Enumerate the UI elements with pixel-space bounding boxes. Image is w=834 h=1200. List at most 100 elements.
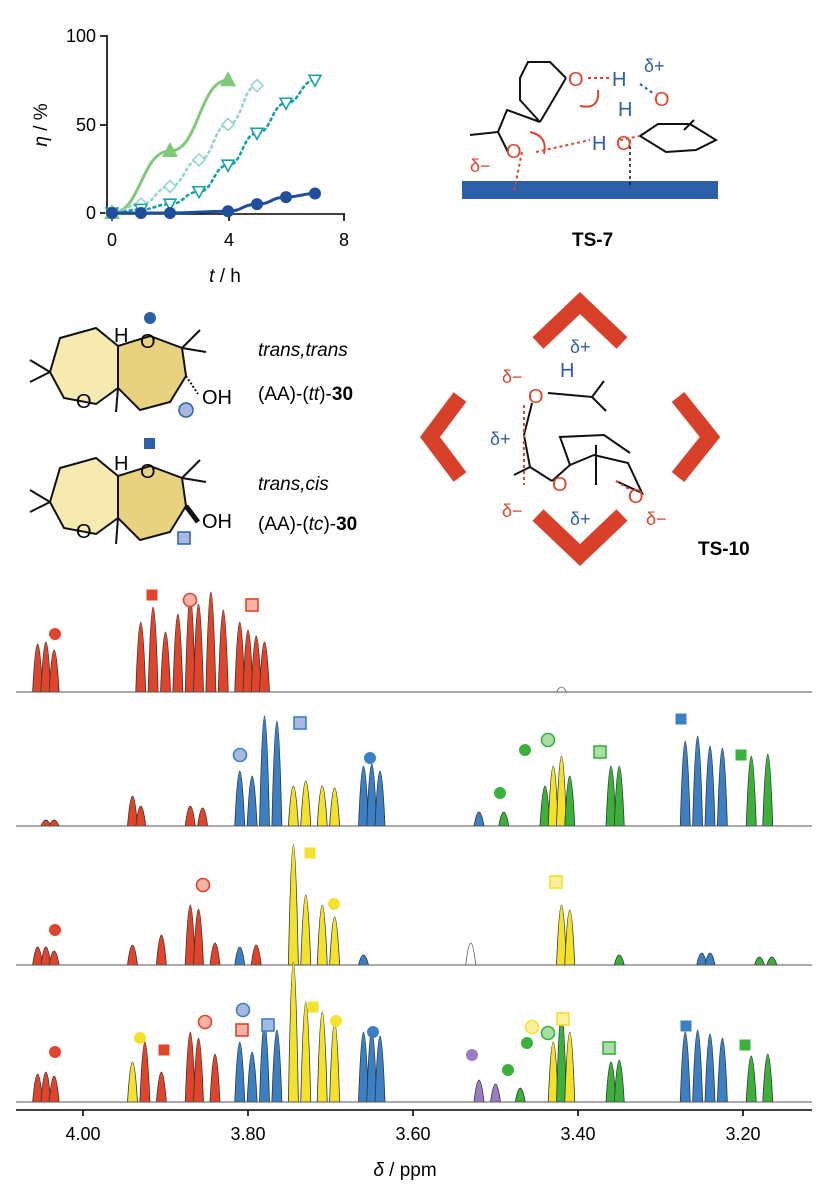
chart-point-2-6	[278, 97, 294, 111]
kinetics-chart: 0 50 100 0 4 8 t / h η / %	[31, 26, 349, 287]
x-tick-0: 0	[107, 230, 117, 250]
nmr-peak-2-7	[209, 942, 221, 966]
nmr-marker-circle-filled-6	[364, 752, 376, 764]
nmr-peak-3-22	[514, 1087, 526, 1103]
nmr-peak-1-16	[374, 770, 386, 827]
compound-1-o: O	[140, 331, 156, 353]
nmr-marker-square-open-23	[235, 1023, 249, 1037]
nmr-peak-1-13	[329, 787, 341, 827]
ts7-o3: O	[616, 133, 632, 155]
nmr-marker-circle-open-32	[540, 1025, 556, 1041]
nmr-peak-1-10	[287, 785, 299, 827]
chart-point-3-6	[309, 187, 321, 200]
chart-point-2-4	[220, 159, 236, 173]
marker-square-open	[177, 531, 191, 545]
nmr-marker-square-open-24	[261, 1018, 275, 1032]
nmr-peak-2-22	[766, 956, 778, 966]
nmr-peak-1-28	[716, 747, 728, 827]
nmr-peak-1-30	[762, 753, 774, 827]
nmr-peak-2-3	[127, 944, 138, 966]
nmr-peak-0-10	[217, 609, 229, 693]
nmr-peak-3-28	[679, 1031, 691, 1103]
nmr-peak-0-8	[193, 603, 204, 693]
nmr-marker-circle-filled-19	[134, 1032, 146, 1044]
nmr-marker-circle-open-2	[182, 592, 198, 608]
nmr-peak-2-2	[48, 950, 60, 966]
nmr-peak-2-18	[613, 954, 625, 966]
chart-point-0-1	[162, 142, 178, 158]
ts10-plus-top: δ+	[570, 337, 591, 357]
nmr-marker-square-open-10	[593, 745, 607, 759]
nmr-peak-3-30	[704, 1033, 716, 1103]
nmr-tick-400: 4.00	[65, 1124, 100, 1144]
marker-circle-filled	[144, 312, 156, 324]
nmr-peak-1-8	[259, 715, 270, 827]
nmr-marker-square-open-17	[549, 875, 563, 889]
ts7-h2: H	[618, 99, 632, 121]
chart-point-3-2	[164, 207, 176, 219]
nmr-spectra: 4.00 3.80 3.60 3.40 3.20 δ / ppm	[16, 589, 812, 1181]
nmr-peak-0-15	[555, 686, 568, 693]
chart-point-3-1	[135, 207, 147, 219]
nmr-traces	[16, 591, 812, 1103]
nmr-peak-2-6	[193, 908, 204, 966]
nmr-peak-2-4	[155, 934, 167, 966]
nmr-peak-2-20	[704, 952, 716, 966]
nmr-marker-circle-open-9	[540, 732, 556, 748]
nmr-marker-circle-open-31	[524, 1019, 540, 1035]
x-tick-4: 4	[224, 230, 234, 250]
nmr-marker-circle-filled-16	[328, 898, 340, 910]
nmr-peak-3-27	[613, 1059, 625, 1103]
chart-point-1-3	[191, 152, 207, 167]
chart-point-1-5	[249, 78, 265, 93]
compound-1-stereo: trans,trans	[258, 340, 348, 361]
chart-point-0-2	[220, 71, 236, 87]
nmr-ticks	[82, 1110, 744, 1116]
nmr-axis-label: δ / ppm	[373, 1160, 436, 1181]
nmr-peak-3-11	[259, 1021, 270, 1103]
ts10-plus-left: δ+	[490, 429, 511, 449]
nmr-peak-2-13	[329, 916, 341, 966]
nmr-marker-circle-filled-0	[49, 628, 61, 640]
ts10-o3: O	[628, 486, 644, 508]
compound-2-h: H	[114, 453, 128, 475]
x-tick-8: 8	[339, 230, 349, 250]
nmr-peak-3-31	[716, 1037, 728, 1103]
nmr-marker-square-filled-11	[675, 713, 687, 725]
nmr-peak-3-13	[287, 961, 299, 1103]
nmr-peak-3-9	[234, 1041, 246, 1103]
ts10-minus-br: δ−	[646, 509, 667, 529]
nmr-peak-1-17	[473, 811, 485, 827]
nmr-peak-3-7	[193, 1037, 204, 1103]
nmr-peak-3-15	[316, 1011, 328, 1103]
ts10-o2: O	[552, 474, 568, 496]
nmr-peak-1-6	[234, 770, 246, 827]
nmr-peak-0-3	[135, 621, 147, 693]
chart-point-3-3	[222, 205, 234, 218]
nmr-peak-1-29	[745, 755, 757, 827]
compound-2-o: O	[140, 461, 156, 483]
nmr-peak-1-3	[135, 805, 147, 827]
ts7-o2: O	[654, 89, 670, 111]
nmr-peak-2-17	[564, 909, 576, 966]
compound-1-o2: O	[76, 391, 92, 413]
ts7-structure: O H δ+ O H O H O δ− TS-7	[462, 56, 719, 251]
nmr-marker-circle-open-22	[235, 1002, 251, 1018]
compound-2-o2: O	[76, 521, 92, 543]
chart-point-1-2	[162, 179, 178, 194]
nmr-marker-circle-filled-13	[49, 924, 61, 936]
nmr-marker-square-open-5	[293, 716, 307, 730]
ts7-skeleton	[469, 61, 719, 154]
nmr-peak-1-11	[300, 780, 312, 827]
chart-point-2-2	[162, 198, 178, 212]
nmr-peak-3-5	[155, 1071, 167, 1103]
chart-point-2-3	[191, 185, 207, 200]
ts7-minus: δ−	[470, 156, 491, 176]
nmr-peak-3-10	[246, 1051, 258, 1103]
chart-point-1-4	[220, 117, 236, 132]
nmr-peak-3-21	[490, 1083, 501, 1103]
nmr-peak-1-5	[197, 807, 209, 827]
nmr-peak-2-10	[287, 844, 299, 966]
nmr-marker-square-filled-20	[158, 1044, 170, 1056]
compound-2-code: (AA)-(tc)-30	[258, 514, 357, 535]
